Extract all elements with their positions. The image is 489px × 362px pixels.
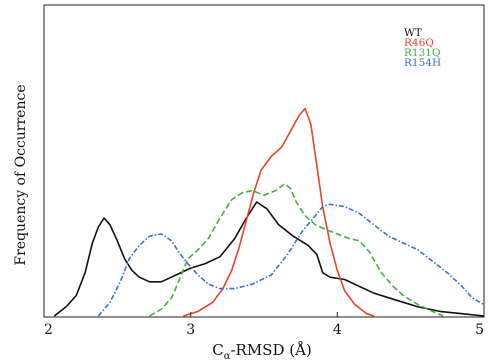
series-line-r154h: [97, 203, 485, 317]
series-line-r46q: [183, 107, 375, 317]
plot-area-frame: [43, 4, 485, 318]
x-axis-label-symbol: C: [212, 341, 223, 359]
x-axis-label-subscript: α: [224, 351, 231, 362]
x-tick-label-5: 5: [475, 322, 484, 338]
legend-label-r46q: R46Q: [404, 37, 434, 49]
x-tick-label-4: 4: [333, 322, 342, 338]
legend: WT R46Q R131Q R154H: [404, 27, 441, 69]
legend-label-wt: WT: [404, 27, 422, 39]
series-layer: [53, 107, 485, 317]
y-axis-label: Frequency of Occurrence: [13, 84, 29, 265]
series-line-wt: [53, 201, 485, 317]
legend-label-r131q: R131Q: [404, 47, 441, 59]
legend-label-r154h: R154H: [404, 57, 441, 69]
x-axis-label: Cα-RMSD (Å): [212, 341, 312, 362]
x-axis-label-text: -RMSD (Å): [230, 341, 311, 359]
series-line-r131q: [149, 183, 444, 317]
x-axis-ticks: 2 3 4 5: [43, 312, 485, 338]
x-tick-label-3: 3: [186, 322, 195, 338]
x-tick-label-2: 2: [44, 322, 53, 338]
